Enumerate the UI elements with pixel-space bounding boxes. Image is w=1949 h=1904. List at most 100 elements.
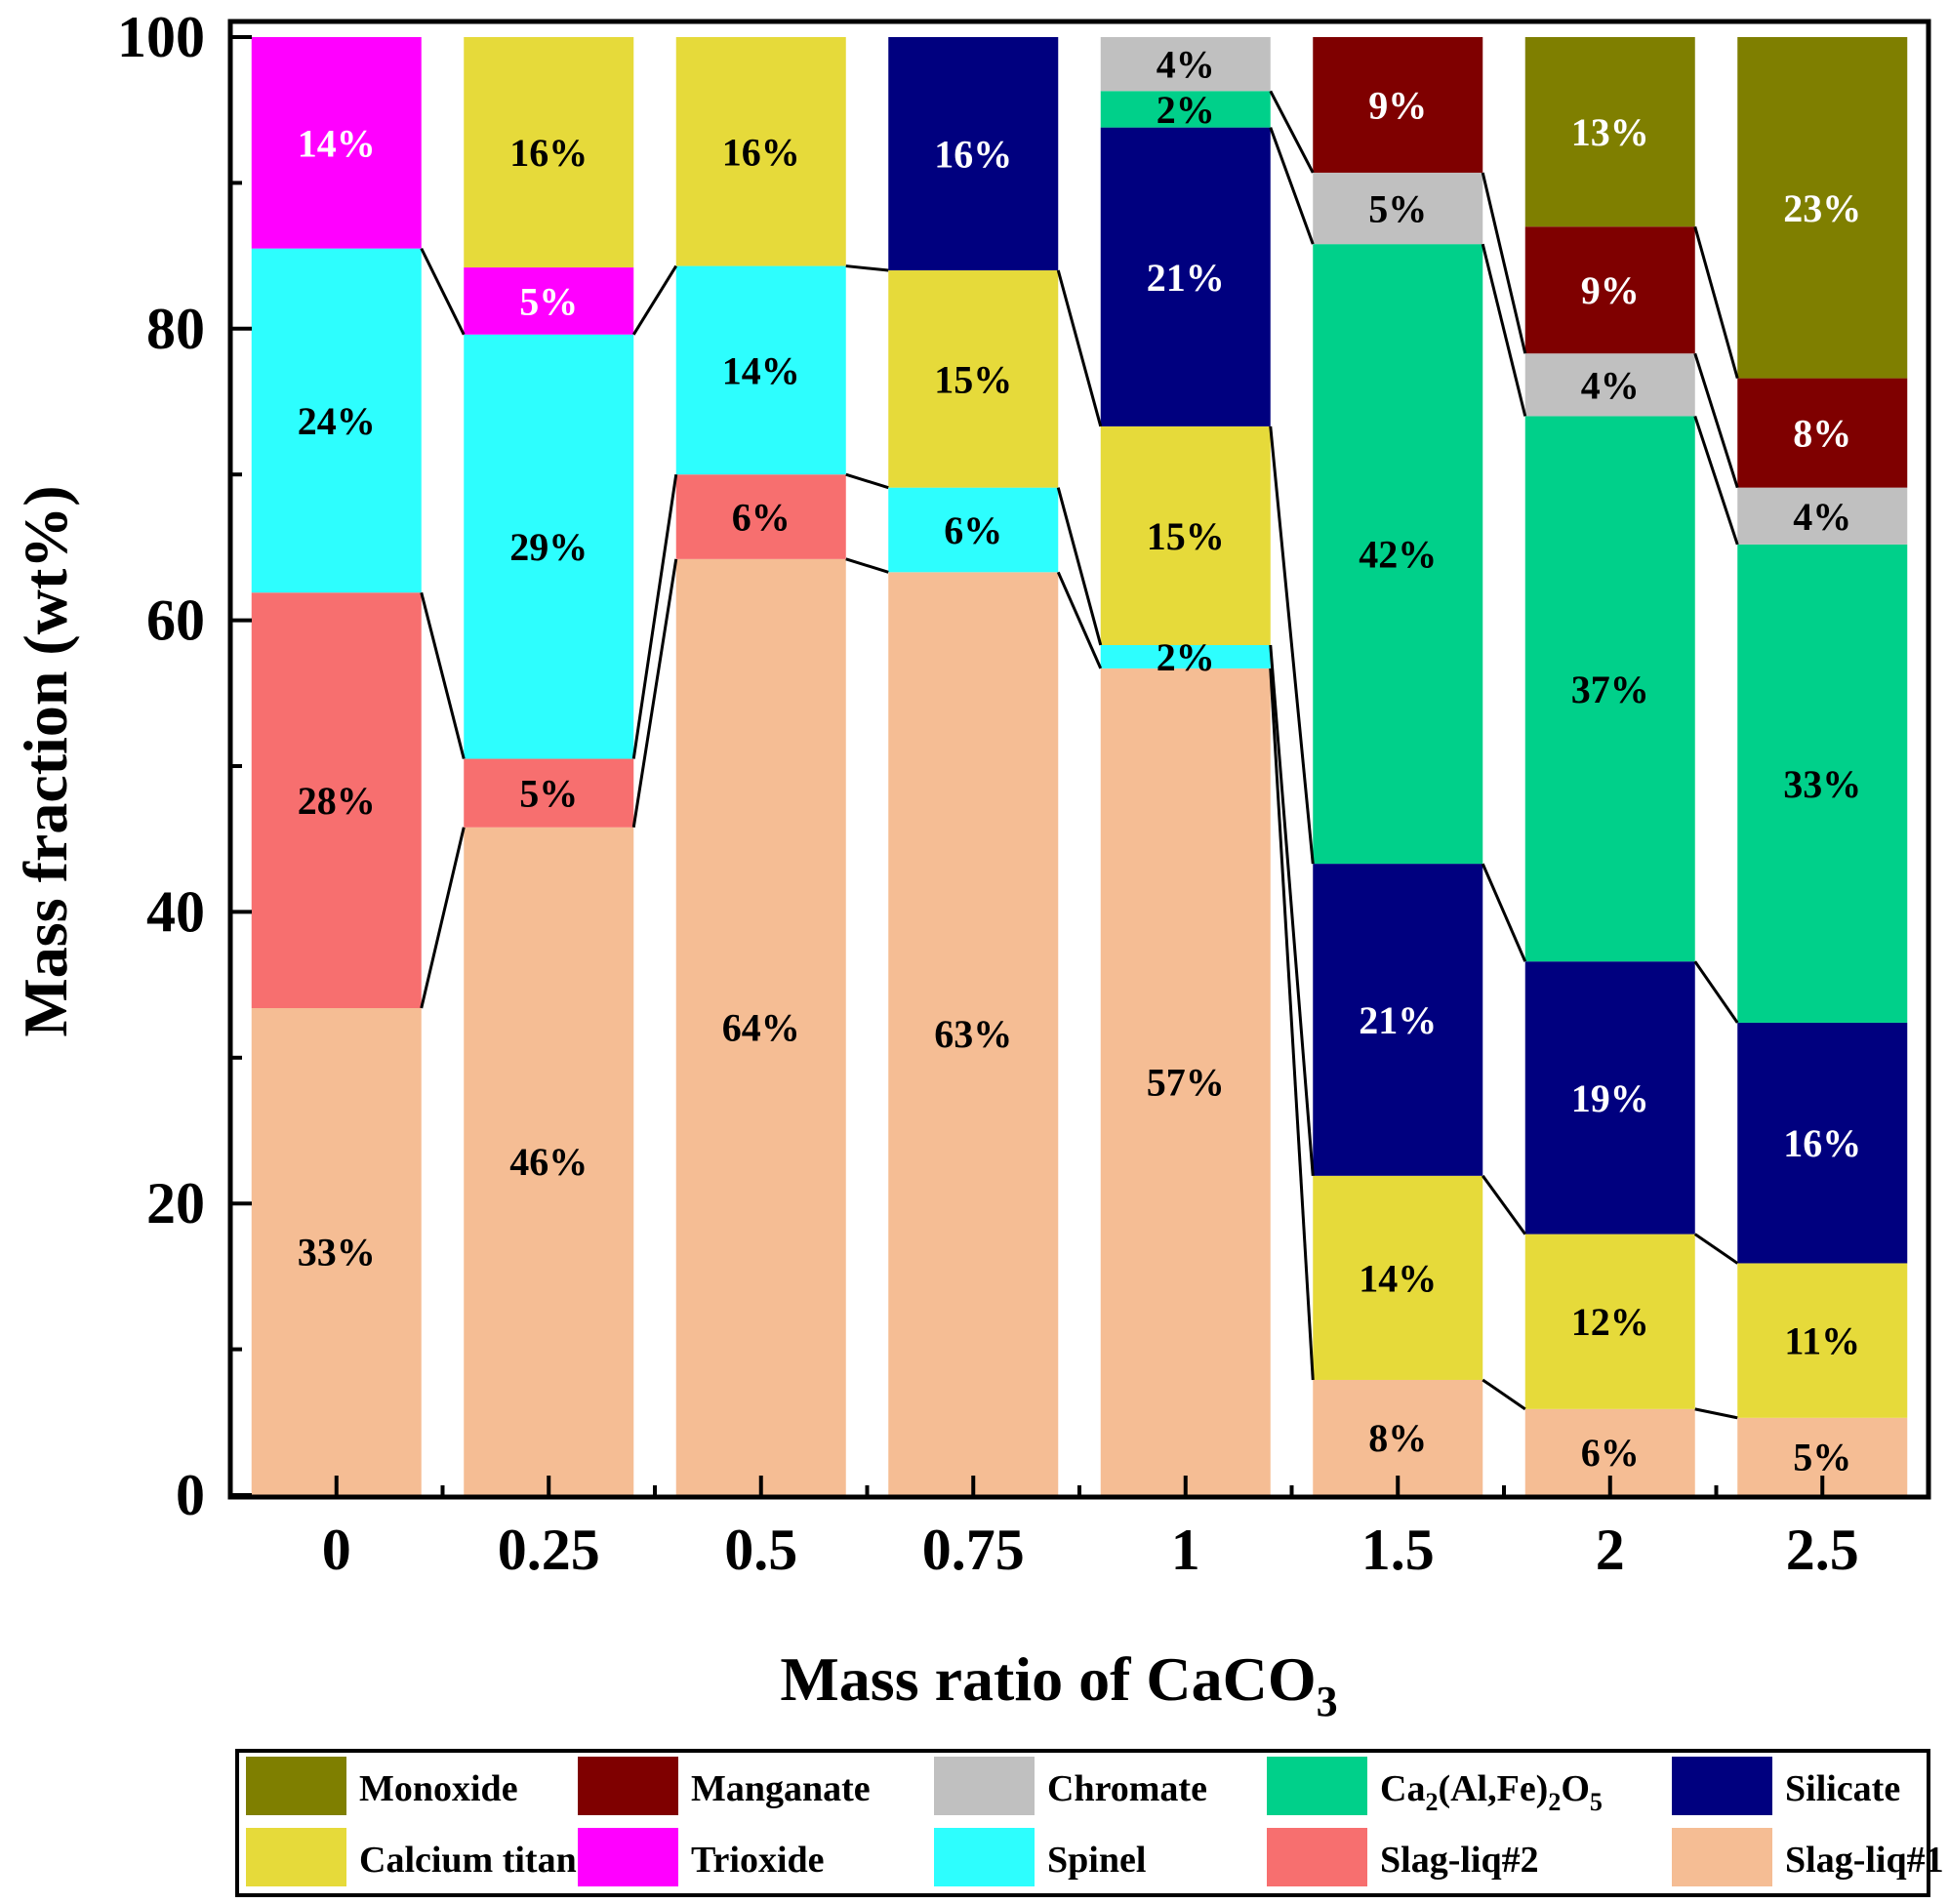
segment-label: 9% [1581,268,1640,312]
legend-label-monoxide: Monoxide [359,1768,518,1809]
legend-label-manganate: Manganate [691,1768,871,1809]
segment-label: 4% [1157,43,1215,87]
bar-segment-silicate [1524,961,1695,1235]
segment-label: 5% [1793,1435,1851,1479]
segment-label: 57% [1147,1060,1225,1104]
segment-label: 4% [1793,495,1851,539]
connector-line [1693,225,1739,380]
y-tick-label: 20 [146,1171,205,1236]
connector-line [420,827,466,1009]
connector-line [1269,425,1315,865]
legend-swatch-monoxide [246,1757,346,1815]
bar-segment-chromate [1524,353,1695,417]
segment-label: 64% [722,1005,800,1049]
legend-label-caalfe: Ca2(Al,Fe)2O5 [1380,1768,1603,1816]
segment-label: 4% [1581,363,1640,407]
segment-label: 9% [1368,83,1427,127]
bar-segment-manganate [1313,37,1483,173]
segment-label: 14% [298,121,376,165]
connector-line [1693,352,1739,489]
segment-label: 16% [722,130,800,174]
bar-segment-titanate [675,37,846,266]
bar-segment-spinel [251,248,422,593]
bar-segment-slag2 [251,592,422,1009]
x-axis-title: Mass ratio of CaCO3 [780,1644,1337,1725]
x-axis-title-subscript: 3 [1317,1678,1338,1725]
legend-swatch-silicate [1672,1757,1772,1815]
segment-label: 12% [1571,1300,1649,1344]
bar-segment-chromate [1313,172,1483,245]
bar-segment-monoxide [1737,37,1908,379]
bar-segment-caalfe [1100,91,1271,128]
connector-line [420,247,466,336]
connector-line [420,591,466,759]
y-tick-label: 40 [146,879,205,944]
legend-label-trioxide: Trioxide [691,1840,825,1881]
segment-label: 6% [1581,1431,1640,1475]
legend-swatch-manganate [578,1757,678,1815]
connector-line [845,557,889,574]
connector-line [1269,90,1315,174]
legend-label-slag2: Slag-liq#2 [1380,1840,1539,1881]
connector-line [845,472,889,490]
segment-label: 29% [509,525,588,569]
segment-label: 16% [1783,1121,1861,1165]
bar-segment-titanate [1313,1175,1483,1380]
bar-segment-slag1 [464,827,634,1495]
connector-line [1056,269,1103,427]
bar-segment-silicate [1313,864,1483,1176]
segment-label: 42% [1359,533,1437,577]
legend: Monoxide Manganate Chromate Ca2(Al,Fe)2O5 Si… [235,1749,1944,1897]
bar-segment-titanate [464,37,634,268]
x-tick-label: 2 [1596,1518,1625,1582]
axes-layer: 0 20 40 60 80 100 0 0.25 0.5 0.75 1 1.5 2 2.5 [117,5,1930,1582]
connector-line [1481,243,1527,417]
bar-segment-spinel [464,334,634,759]
segment-label: 14% [1359,1256,1437,1300]
y-tick-label: 80 [146,297,205,361]
connector-line [1269,644,1315,1176]
bar-segment-silicate [1737,1022,1908,1264]
segment-label: 46% [509,1140,588,1184]
bar-segment-titanate [888,270,1059,488]
y-tick-label: 0 [176,1463,205,1527]
x-tick-label: 2.5 [1786,1518,1859,1582]
segment-label: 5% [519,279,578,323]
connector-line [1056,571,1103,669]
segment-label: 2% [1157,635,1215,679]
legend-label-silicate: Silicate [1785,1768,1900,1809]
legend-swatch-spinel [934,1828,1035,1886]
connector-line [1693,1233,1739,1265]
segment-label: 6% [732,496,791,540]
segment-label: 6% [944,508,1002,552]
segment-label: 24% [298,399,376,443]
connector-line [1693,960,1739,1024]
segment-labels-layer: 33% 28% 24% 14% 46% 5% 29% 5% 16% 64% 6% 14% 16% 63% 6… [298,43,1862,1479]
segment-label: 33% [298,1231,376,1275]
connector-line [631,264,678,336]
segment-label: 14% [722,348,800,392]
legend-swatch-slag2 [1267,1828,1367,1886]
y-axis-title: Mass fraction (wt%) [11,485,80,1036]
x-tick-label: 0.25 [498,1518,600,1582]
bar-segment-chromate [1737,487,1908,545]
bar-segment-titanate [1524,1234,1695,1409]
bar-segment-silicate [888,37,1059,271]
legend-swatch-caalfe [1267,1757,1367,1815]
connectors-layer [420,90,1739,1420]
legend-swatch-titanate [246,1828,346,1886]
bar-segment-caalfe [1313,244,1483,865]
bar-segment-chromate [1100,37,1271,92]
connector-line [1269,127,1315,245]
connector-line [631,473,678,759]
bar-segment-caalfe [1737,544,1908,1023]
bar-segment-trioxide [251,37,422,249]
bar-segment-manganate [1737,378,1908,488]
connector-line [845,264,889,272]
segment-label: 21% [1147,256,1225,300]
connector-line [1694,1407,1738,1420]
bar-segment-spinel [888,487,1059,573]
segment-label: 15% [1147,514,1225,558]
connector-line [1481,172,1527,354]
x-tick-label: 1.5 [1361,1518,1435,1582]
